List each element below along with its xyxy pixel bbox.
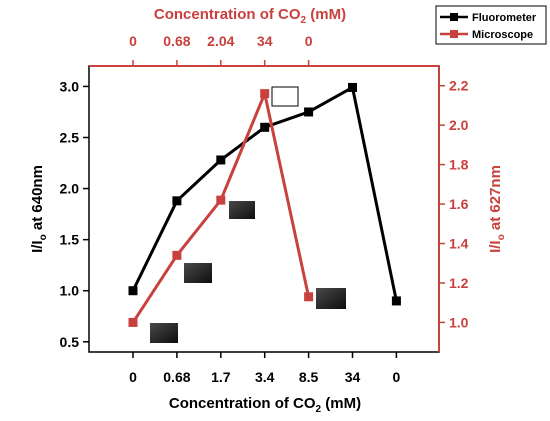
point-microscope-3 bbox=[260, 89, 270, 99]
legend-swatch-microscope-marker bbox=[450, 30, 458, 38]
point-fluorometer-5 bbox=[348, 82, 357, 92]
top-tick-label-0: 0 bbox=[129, 33, 137, 49]
right-tick-label-2: 1.4 bbox=[449, 236, 469, 252]
right-tick-label-4: 1.8 bbox=[449, 157, 469, 173]
right-tick-label-6: 2.2 bbox=[449, 78, 469, 94]
legend: Fluorometer Microscope bbox=[435, 5, 547, 45]
bottom-tick-label-6: 0 bbox=[393, 369, 401, 385]
bottom-tick-label-0: 0 bbox=[129, 369, 137, 385]
point-fluorometer-2 bbox=[216, 155, 226, 165]
top-tick-label-4: 0 bbox=[305, 33, 313, 49]
right-tick-label-0: 1.0 bbox=[449, 314, 469, 330]
image-inset-5 bbox=[316, 288, 346, 309]
left-tick-label-4: 2.5 bbox=[60, 130, 80, 146]
left-tick-label-2: 1.5 bbox=[60, 232, 80, 248]
point-fluorometer-4 bbox=[304, 107, 314, 117]
legend-swatch-fluorometer-marker bbox=[450, 13, 458, 21]
top-axis-title: Concentration of CO2 (mM) bbox=[154, 6, 346, 26]
left-tick-label-0: 0.5 bbox=[60, 334, 80, 350]
left-tick-label-3: 2.0 bbox=[60, 181, 80, 197]
image-inset-1 bbox=[150, 323, 178, 343]
right-tick-label-1: 1.2 bbox=[449, 275, 469, 291]
image-inset-2 bbox=[184, 263, 212, 283]
point-microscope-2 bbox=[216, 195, 226, 205]
point-microscope-0 bbox=[128, 317, 138, 327]
left-tick-label-5: 3.0 bbox=[60, 78, 80, 94]
top-tick-label-3: 34 bbox=[257, 33, 273, 49]
point-fluorometer-3 bbox=[260, 122, 270, 132]
point-fluorometer-1 bbox=[172, 196, 182, 206]
left-axis-title: I/Io at 640nm bbox=[29, 165, 49, 253]
point-microscope-4 bbox=[304, 292, 314, 302]
bottom-tick-label-1: 0.68 bbox=[163, 369, 190, 385]
bottom-axis-title: Concentration of CO2 (mM) bbox=[169, 395, 361, 415]
point-microscope-1 bbox=[172, 250, 182, 260]
legend-label-fluorometer: Fluorometer bbox=[472, 12, 537, 24]
bottom-tick-label-5: 34 bbox=[345, 369, 361, 385]
image-inset-3 bbox=[229, 201, 255, 219]
bottom-tick-label-4: 8.5 bbox=[299, 369, 319, 385]
right-tick-label-3: 1.6 bbox=[449, 196, 469, 212]
point-fluorometer-0 bbox=[128, 286, 138, 296]
bottom-tick-label-2: 1.7 bbox=[211, 369, 231, 385]
series-layer bbox=[128, 82, 401, 327]
bottom-tick-label-3: 3.4 bbox=[255, 369, 275, 385]
top-tick-label-2: 2.04 bbox=[207, 33, 234, 49]
series-line-microscope bbox=[131, 92, 311, 324]
series-line-fluorometer bbox=[131, 85, 398, 302]
image-inset-4 bbox=[271, 86, 299, 107]
right-tick-label-5: 2.0 bbox=[449, 117, 469, 133]
ticks-layer: 0 0.68 1.7 3.4 8.5 34 0 0 0.68 2.04 34 0 0.5 1.0 1.5 2.… bbox=[60, 33, 469, 385]
point-fluorometer-6 bbox=[391, 296, 401, 306]
legend-label-microscope: Microscope bbox=[472, 29, 533, 41]
right-axis-title: I/Io at 627nm bbox=[487, 165, 507, 253]
left-tick-label-1: 1.0 bbox=[60, 283, 80, 299]
top-tick-label-1: 0.68 bbox=[163, 33, 190, 49]
